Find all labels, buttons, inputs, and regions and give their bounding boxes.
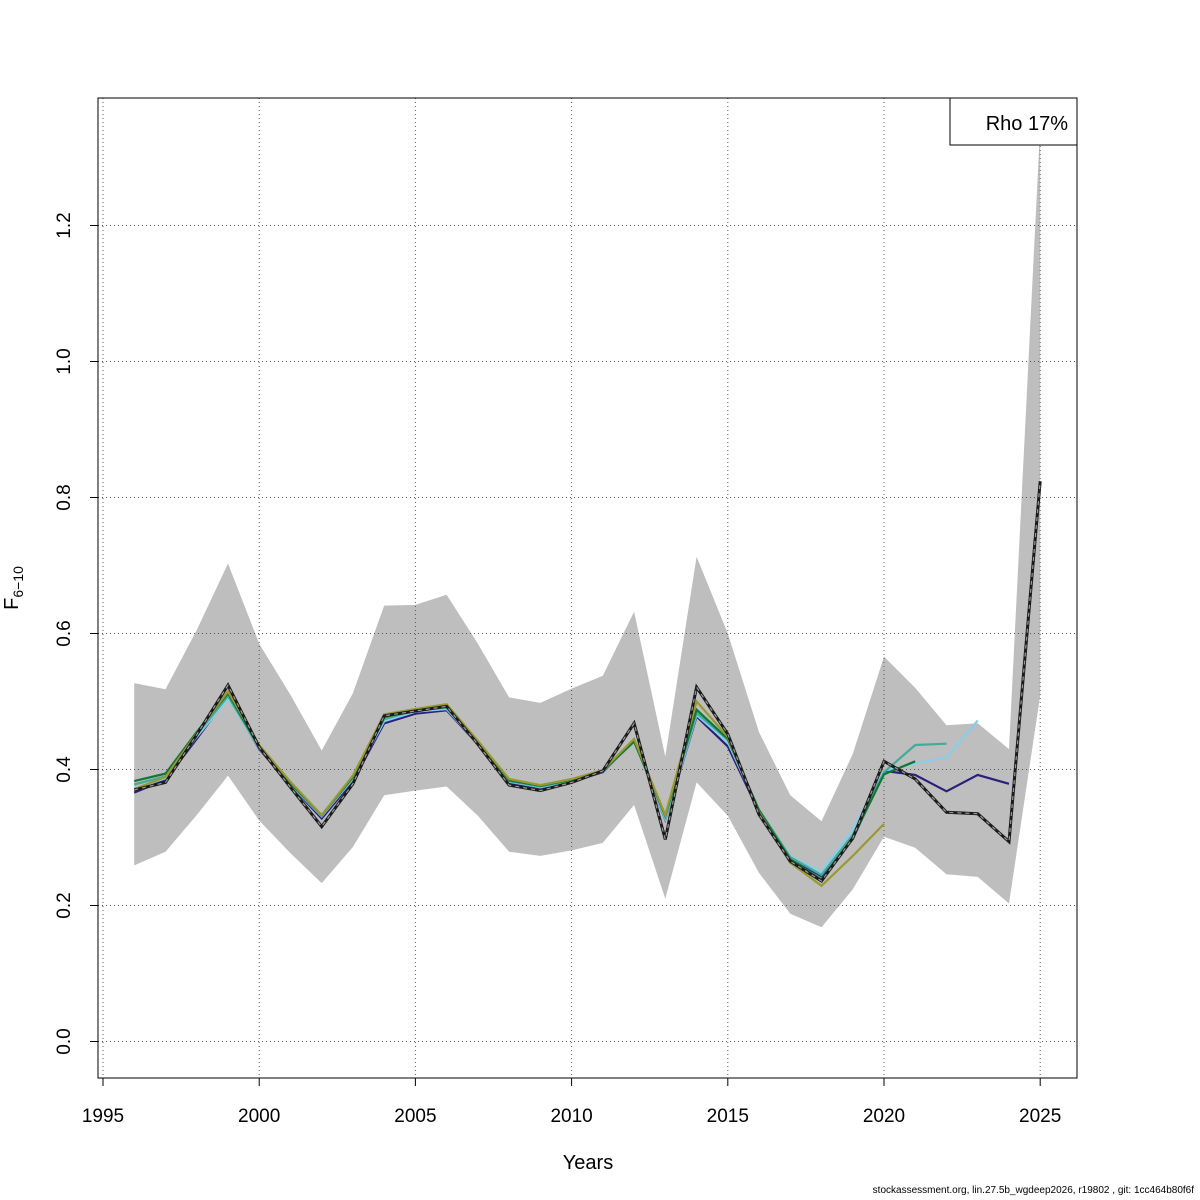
x-tick-label: 1995 xyxy=(82,1106,124,1127)
grid-layer xyxy=(98,98,1077,1078)
x-axis-title: Years xyxy=(563,1152,613,1174)
y-tick-label: 0.6 xyxy=(54,620,75,646)
confidence-band-layer xyxy=(134,126,1041,928)
y-tick-label: 1.0 xyxy=(54,348,75,374)
y-tick-label: 1.2 xyxy=(54,212,75,238)
y-tick-label: 0.2 xyxy=(54,892,75,918)
plot-frame xyxy=(97,97,1078,1079)
y-axis: 0.0 0.2 0.4 0.6 0.8 1.0 1.2 xyxy=(54,212,99,1055)
x-tick-label: 2000 xyxy=(238,1106,280,1127)
x-tick-label: 2010 xyxy=(550,1106,592,1127)
legend-frame xyxy=(949,97,1078,146)
legend-label: Rho 17% xyxy=(986,113,1068,135)
x-tick-label: 2025 xyxy=(1019,1106,1061,1127)
confidence-band xyxy=(134,126,1041,928)
y-tick-label: 0.8 xyxy=(54,484,75,510)
y-axis-title: F6−10 xyxy=(1,566,26,610)
y-axis-title-subscript: 6−10 xyxy=(10,566,26,598)
footer-credit: stockassessment.org, lin.27.5b_wgdeep202… xyxy=(872,1185,1194,1196)
y-tick-label: 0.0 xyxy=(54,1028,75,1054)
legend-box: Rho 17% xyxy=(949,97,1078,146)
x-tick-label: 2020 xyxy=(863,1106,905,1127)
x-tick-label: 2015 xyxy=(707,1106,749,1127)
x-tick-label: 2005 xyxy=(394,1106,436,1127)
y-tick-label: 0.4 xyxy=(54,756,75,783)
x-axis: 1995 2000 2005 2010 2015 2020 2025 xyxy=(82,1077,1061,1127)
y-axis-title-main: F xyxy=(1,598,23,610)
series-layer xyxy=(133,481,1042,888)
series-line-6-dash xyxy=(134,481,1041,882)
